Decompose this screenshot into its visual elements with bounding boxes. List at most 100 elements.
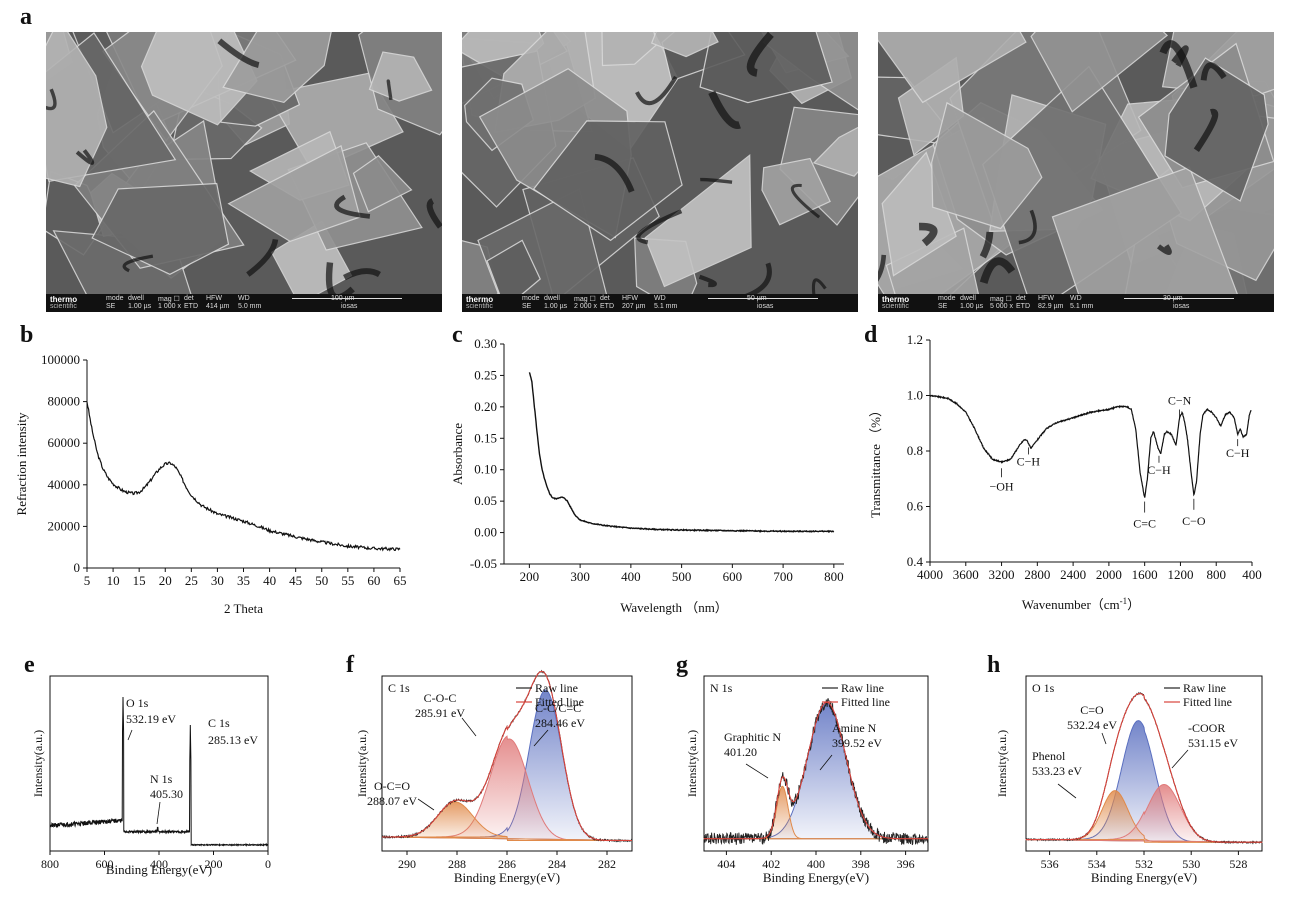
sem-dwell-h: dwell (544, 295, 560, 302)
y-tick-label: 0.4 (907, 554, 924, 569)
sem-flake (91, 182, 230, 275)
annotation-leader (1057, 783, 1077, 799)
sem-crack (1159, 40, 1198, 89)
x-tick-label: 286 (498, 857, 516, 871)
x-tick-label: 400 (150, 857, 168, 871)
sem-det-h: det (1016, 295, 1026, 302)
sem-det: ETD (184, 303, 198, 310)
x-tick-label: 4000 (917, 567, 943, 582)
y-axis-title: Transmittance （%） (868, 404, 883, 518)
y-tick-label: 0.6 (907, 499, 924, 514)
sem-det-h: det (184, 295, 194, 302)
x-axis-title-end: ） (1127, 597, 1140, 612)
peak-label: O-C=O (374, 779, 410, 793)
sem-flake (1164, 57, 1269, 202)
series-line (929, 394, 1252, 498)
y-tick-label: 0.05 (474, 493, 497, 508)
x-axis-title: Binding Energy(eV) (763, 870, 869, 885)
y-tick-label: 1.2 (907, 332, 923, 347)
peak-annotation: C=C (1133, 517, 1156, 531)
x-tick-label: 1200 (1167, 567, 1193, 582)
peak-value: 285.91 eV (415, 706, 465, 720)
y-axis-title: Intensity(a.u.) (355, 730, 369, 797)
annotation-leader (461, 717, 477, 737)
x-tick-label: 15 (133, 573, 146, 588)
y-tick-label: 0.15 (474, 430, 497, 445)
x-tick-label: 800 (41, 857, 59, 871)
chart-g-n1s: 404 402 400 398 396 N 1s Raw line Fitted line Am… (682, 660, 942, 890)
sem-image-1000x: thermo scientific mode SE dwell 1.00 µs mag ☐ 1… (46, 32, 442, 312)
x-tick-label: 1600 (1132, 567, 1158, 582)
y-tick-label: 100000 (41, 352, 80, 367)
x-tick-label: 400 (807, 857, 825, 871)
sem-wd-h: WD (654, 295, 666, 302)
sem-crack (1156, 244, 1172, 256)
sem-wd-h: WD (238, 295, 250, 302)
sem-mode: SE (522, 303, 532, 310)
annotation-leader (1101, 732, 1107, 745)
sem-crack (343, 268, 381, 281)
sem-crack (122, 254, 154, 273)
sem-flake (699, 32, 833, 104)
sem-logo: thermo (466, 295, 494, 304)
sem-wd-h: WD (1070, 295, 1082, 302)
annotation-leader (1171, 749, 1189, 769)
x-tick-label: 45 (289, 573, 302, 588)
legend-label: Fitted line (1183, 695, 1232, 709)
y-tick-label: 0 (74, 560, 81, 575)
sem-crack (1018, 209, 1037, 245)
y-tick-label: 0.30 (474, 336, 497, 351)
sem-mode: SE (106, 303, 116, 310)
fitted-peak (381, 735, 633, 841)
sem-flake (368, 51, 433, 102)
sem-flake (885, 227, 981, 312)
peak-label: O 1s (126, 696, 149, 710)
y-tick-label: 0.25 (474, 367, 497, 382)
x-tick-label: 284 (548, 857, 566, 871)
annotation-leader (156, 801, 161, 825)
sem-scale-bar (708, 298, 818, 299)
sem-crack (594, 153, 635, 193)
x-axis-title: Wavelength （nm） (620, 600, 728, 615)
panel-letter-f: f (346, 652, 354, 678)
sem-dwell-h: dwell (960, 295, 976, 302)
sem-lab: iosas (1173, 303, 1190, 310)
chart-e-xps-survey: 800 600 400 200 0 O 1s 532.19 eV C 1s 285.13 eV N… (30, 660, 290, 890)
sem-logo: thermo (50, 295, 78, 304)
inset-label: O 1s (1032, 681, 1055, 695)
panel-letter-b: b (20, 322, 34, 348)
x-tick-label: 290 (398, 857, 416, 871)
x-axis-title: Binding Energy(eV) (1091, 870, 1197, 885)
peak-annotation: C−H (1226, 446, 1250, 460)
y-axis-title: Intensity(a.u.) (995, 730, 1009, 797)
sem-dwell-h: dwell (128, 295, 144, 302)
peak-annotation: C−H (1017, 454, 1041, 468)
sem-dwell: 1.00 µs (544, 303, 568, 310)
sem-hfw-h: HFW (1038, 295, 1054, 302)
y-tick-label: -0.05 (470, 556, 497, 571)
panel-letter-d: d (864, 322, 878, 348)
chart-f-c1s: 290 288 286 284 282 C 1s Raw line Fitted line C-… (352, 660, 652, 890)
peak-label: C-C/C=C (535, 701, 581, 715)
sem-mag-h: mag ☐ (990, 296, 1012, 303)
sem-hfw-h: HFW (206, 295, 222, 302)
x-tick-label: 2400 (1060, 567, 1086, 582)
sem-crack (246, 238, 279, 277)
y-axis-title: Absorbance (450, 423, 465, 485)
x-tick-label: 400 (1242, 567, 1262, 582)
sem-crack (1200, 62, 1227, 81)
x-tick-label: 65 (394, 573, 407, 588)
sem-scale-bar (1124, 298, 1234, 299)
sem-logo-sub: scientific (882, 303, 909, 310)
sem-flake (46, 32, 108, 188)
x-tick-label: 288 (448, 857, 466, 871)
annotation-leader (417, 798, 435, 811)
peak-value: 533.23 eV (1032, 764, 1082, 778)
sem-det-h: det (600, 295, 610, 302)
y-tick-label: 40000 (48, 477, 81, 492)
sem-image-2000x: thermo scientific mode SE dwell 1.00 µs mag ☐ 2… (462, 32, 858, 312)
x-tick-label: 20 (159, 573, 172, 588)
x-tick-label: 534 (1088, 857, 1106, 871)
fitted-line (704, 701, 928, 840)
sem-micrograph (46, 32, 442, 312)
